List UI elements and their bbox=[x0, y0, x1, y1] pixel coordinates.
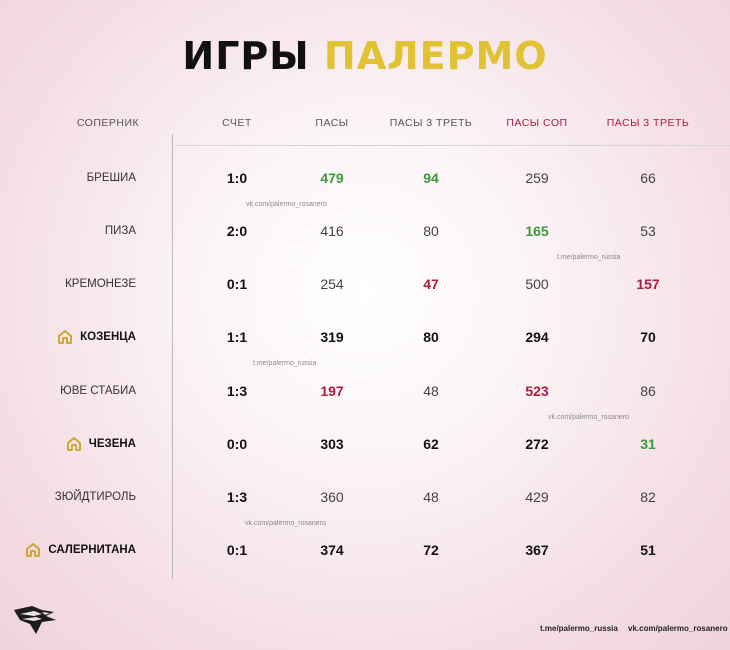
watermark: t.me/palermo_russia bbox=[253, 360, 317, 367]
cell-opp-passes: 367 bbox=[525, 542, 549, 558]
cell-opp-passes-third: 70 bbox=[640, 329, 656, 345]
header-passes-third: ПАСЫ 3 ТРЕТЬ bbox=[389, 117, 473, 129]
opponent-name: САЛЕРНИТАНА bbox=[48, 544, 136, 556]
cell-score: 1:3 bbox=[226, 489, 248, 505]
header-opp-passes: ПАСЫ СОП bbox=[506, 117, 568, 129]
palermo-eagle-logo bbox=[14, 606, 56, 634]
watermark: vk.com/palermo_rosanero bbox=[246, 201, 327, 208]
header-opponent: СОПЕРНИК bbox=[76, 117, 140, 129]
cell-score: 0:0 bbox=[226, 436, 248, 452]
watermark: t.me/palermo_russia bbox=[557, 254, 621, 261]
cell-passes: 374 bbox=[320, 542, 344, 558]
table-row: ПИЗА 2:0 416 80 165 53 bbox=[0, 216, 730, 246]
title-part1: ИГРЫ bbox=[182, 34, 310, 78]
footer-telegram: t.me/palermo_russia bbox=[540, 624, 618, 633]
cell-score: 1:1 bbox=[226, 329, 248, 345]
cell-passes: 197 bbox=[320, 383, 344, 399]
cell-opp-passes: 165 bbox=[525, 223, 549, 239]
cell-opp-passes: 429 bbox=[525, 489, 549, 505]
opponent-name: ПИЗА bbox=[104, 225, 136, 237]
cell-passes: 303 bbox=[320, 436, 344, 452]
cell-passes-third: 94 bbox=[423, 170, 439, 186]
opponent-cell: КРЕМОНЕЗЕ bbox=[65, 269, 136, 299]
opponent-cell: САЛЕРНИТАНА bbox=[26, 535, 136, 565]
cell-opp-passes-third: 157 bbox=[636, 276, 660, 292]
opponent-cell: БРЕШИА bbox=[87, 163, 136, 193]
opponent-name: БРЕШИА bbox=[86, 172, 136, 184]
cell-passes-third: 47 bbox=[423, 276, 439, 292]
footer-vk: vk.com/palermo_rosanero bbox=[628, 624, 728, 633]
table-row: ЧЕЗЕНА 0:0 303 62 272 31 bbox=[0, 429, 730, 459]
opponent-name: КОЗЕНЦА bbox=[80, 331, 136, 343]
cell-opp-passes: 259 bbox=[525, 170, 549, 186]
cell-passes: 416 bbox=[320, 223, 344, 239]
table-row: ЗЮЙДТИРОЛЬ 1:3 360 48 429 82 bbox=[0, 482, 730, 512]
opponent-cell: ЮВЕ СТАБИА bbox=[60, 376, 136, 406]
header-score: СЧЕТ bbox=[222, 117, 252, 129]
cell-opp-passes: 523 bbox=[525, 383, 549, 399]
header-passes: ПАСЫ bbox=[315, 117, 349, 129]
cell-opp-passes-third: 66 bbox=[640, 170, 656, 186]
cell-passes: 254 bbox=[320, 276, 344, 292]
opponent-cell: ПИЗА bbox=[105, 216, 136, 246]
cell-opp-passes: 294 bbox=[525, 329, 549, 345]
cell-passes-third: 72 bbox=[423, 542, 439, 558]
cell-opp-passes-third: 82 bbox=[640, 489, 656, 505]
cell-passes-third: 80 bbox=[423, 223, 439, 239]
table-row: САЛЕРНИТАНА 0:1 374 72 367 51 bbox=[0, 535, 730, 565]
opponent-cell: КОЗЕНЦА bbox=[58, 322, 136, 352]
cell-opp-passes-third: 53 bbox=[640, 223, 656, 239]
table-row: БРЕШИА 1:0 479 94 259 66 bbox=[0, 163, 730, 193]
cell-passes-third: 48 bbox=[423, 383, 439, 399]
cell-opp-passes-third: 86 bbox=[640, 383, 656, 399]
cell-score: 1:0 bbox=[226, 170, 248, 186]
cell-score: 0:1 bbox=[226, 542, 248, 558]
opponent-name: ЮВЕ СТАБИА bbox=[60, 385, 136, 397]
header-opp-passes-third: ПАСЫ 3 ТРЕТЬ bbox=[606, 117, 690, 129]
page-title: ИГРЫ ПАЛЕРМО bbox=[0, 34, 730, 78]
cell-passes-third: 62 bbox=[423, 436, 439, 452]
opponent-cell: ЗЮЙДТИРОЛЬ bbox=[55, 482, 136, 512]
watermark: vk.com/palermo_rosanero bbox=[245, 520, 326, 527]
cell-opp-passes-third: 31 bbox=[640, 436, 656, 452]
opponent-name: ЧЕЗЕНА bbox=[88, 438, 136, 450]
cell-passes: 479 bbox=[320, 170, 344, 186]
cell-opp-passes: 272 bbox=[525, 436, 549, 452]
home-icon bbox=[26, 543, 41, 557]
opponent-name: ЗЮЙДТИРОЛЬ bbox=[54, 491, 136, 503]
cell-opp-passes: 500 bbox=[525, 276, 549, 292]
table-row: КРЕМОНЕЗЕ 0:1 254 47 500 157 bbox=[0, 269, 730, 299]
cell-score: 1:3 bbox=[226, 383, 248, 399]
header-divider-horizontal bbox=[175, 145, 730, 146]
cell-score: 0:1 bbox=[226, 276, 248, 292]
home-icon bbox=[58, 330, 73, 344]
cell-passes: 360 bbox=[320, 489, 344, 505]
table-row: КОЗЕНЦА 1:1 319 80 294 70 bbox=[0, 322, 730, 352]
watermark: vk.com/palermo_rosanero bbox=[548, 414, 629, 421]
home-icon bbox=[66, 437, 81, 451]
cell-passes-third: 48 bbox=[423, 489, 439, 505]
cell-passes-third: 80 bbox=[423, 329, 439, 345]
table-row: ЮВЕ СТАБИА 1:3 197 48 523 86 bbox=[0, 376, 730, 406]
cell-passes: 319 bbox=[320, 329, 344, 345]
cell-opp-passes-third: 51 bbox=[640, 542, 656, 558]
opponent-cell: ЧЕЗЕНА bbox=[66, 429, 136, 459]
opponent-name: КРЕМОНЕЗЕ bbox=[65, 278, 136, 290]
column-divider-vertical bbox=[172, 134, 173, 579]
cell-score: 2:0 bbox=[226, 223, 248, 239]
title-part2: ПАЛЕРМО bbox=[323, 34, 548, 78]
